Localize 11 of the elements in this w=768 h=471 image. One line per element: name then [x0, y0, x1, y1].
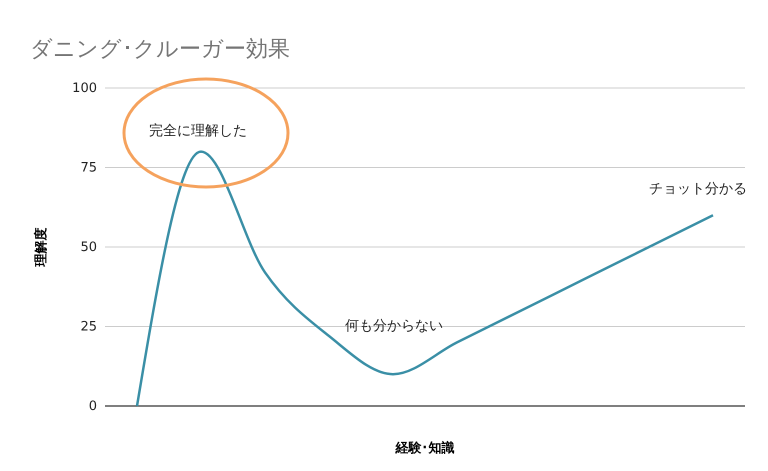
annotation: チョット分かる — [649, 181, 747, 197]
annotation: 完全に理解した — [149, 123, 247, 139]
y-tick-label: 50 — [80, 240, 97, 256]
y-tick-label: 100 — [72, 81, 97, 96]
x-axis-title: 経験･知識 — [394, 440, 454, 456]
y-tick-label: 25 — [80, 320, 97, 335]
y-tick-label: 0 — [88, 399, 97, 414]
chart-title: ダニング･クルーガー効果 — [30, 37, 290, 62]
y-tick-label: 75 — [80, 160, 97, 176]
y-axis-title: 理解度 — [33, 228, 49, 268]
annotation: 何も分からない — [345, 318, 443, 334]
